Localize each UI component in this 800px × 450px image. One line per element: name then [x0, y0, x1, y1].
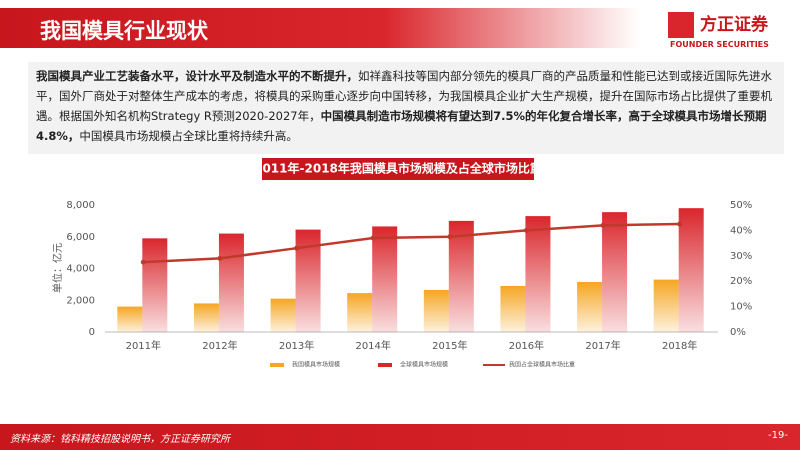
source: 资料来源：铭科精技招股说明书，方正证券研究所: [10, 434, 230, 445]
y2-tick-label: 30%: [730, 251, 752, 262]
logo-text: 方正证券: [700, 15, 768, 35]
line-point: [600, 222, 606, 228]
header-title: 我国模具行业现状: [40, 19, 208, 43]
paragraph: 我国模具产业工艺装备水平，设计水平及制造水平的不断提升，如祥鑫科技等国内部分领先…: [28, 62, 784, 154]
line-point: [370, 235, 376, 241]
bar: [678, 208, 704, 332]
page-number: -19-: [768, 430, 788, 441]
bar: [347, 293, 373, 332]
line-point: [447, 234, 453, 240]
legend-label: 全球模具市场规模: [400, 361, 448, 369]
y2-tick-label: 0%: [730, 327, 746, 338]
x-tick-label: 2014年: [355, 339, 390, 352]
x-tick-label: 2012年: [202, 339, 237, 352]
line-point: [217, 255, 223, 261]
x-tick-label: 2016年: [509, 339, 544, 352]
line-point: [523, 227, 529, 233]
bar: [218, 233, 244, 332]
logo-mark: [668, 12, 694, 38]
line-point: [140, 259, 146, 265]
y-tick-label: 6,000: [66, 232, 95, 243]
bar: [448, 220, 474, 332]
y2-tick-label: 40%: [730, 225, 752, 236]
y-tick-label: 4,000: [66, 264, 95, 275]
line: [143, 222, 680, 264]
y2-tick-label: 10%: [730, 302, 752, 313]
legend-swatch: [378, 363, 392, 367]
logo: 方正证券 FOUNDER SECURITIES: [668, 10, 798, 50]
bar: [372, 226, 398, 332]
x-tick-label: 2011年: [126, 339, 161, 352]
y2-tick-label: 20%: [730, 276, 752, 287]
bar: [270, 298, 296, 332]
line-point: [294, 245, 300, 251]
y2-tick-label: 50%: [730, 200, 752, 211]
x-tick-label: 2018年: [662, 339, 697, 352]
bar: [602, 212, 628, 332]
bar: [117, 306, 143, 332]
paragraph-segment: 我国模具产业工艺装备水平，设计水平及制造水平的不断提升，: [36, 69, 358, 83]
bar: [577, 281, 603, 332]
x-tick-label: 2017年: [585, 339, 620, 352]
paragraph-segment: 中国模具制造市场规模将有望达到7.5%的年化复合增长率，高于全球模具市场增长预期…: [36, 109, 767, 143]
bar: [525, 216, 551, 332]
y-tick-label: 0: [89, 327, 95, 338]
legend-label: 我国模具市场规模: [292, 361, 340, 369]
y-tick-label: 2,000: [66, 295, 95, 306]
y-axis-label: 单位：亿元: [51, 243, 64, 293]
bar: [500, 285, 526, 332]
bar: [142, 238, 168, 332]
x-tick-label: 2015年: [432, 339, 467, 352]
footer: 资料来源：铭科精技招股说明书，方正证券研究所 -19-: [0, 424, 800, 450]
bar: [653, 279, 679, 332]
chart-title: 2011年-2018年我国模具市场规模及占全球市场比重: [254, 161, 542, 176]
header-bar: 我国模具行业现状: [0, 8, 640, 48]
chart-title-banner: [262, 158, 534, 180]
paragraph-segment: 中国模具市场规模占全球比重将持续升高。: [79, 129, 298, 143]
legend-label: 我国占全球模具市场比重: [509, 361, 575, 369]
x-tick-label: 2013年: [279, 339, 314, 352]
legend-swatch: [270, 363, 284, 367]
y-tick-label: 8,000: [66, 200, 95, 211]
bar: [423, 289, 449, 332]
bar: [193, 303, 219, 332]
paragraph-segment: 如祥鑫科技等国内部分领先的模具厂商的产品质量和性能已达到或接近国际先进水平，国外…: [36, 69, 772, 123]
line-point: [677, 221, 683, 227]
logo-subtext: FOUNDER SECURITIES: [670, 40, 769, 49]
